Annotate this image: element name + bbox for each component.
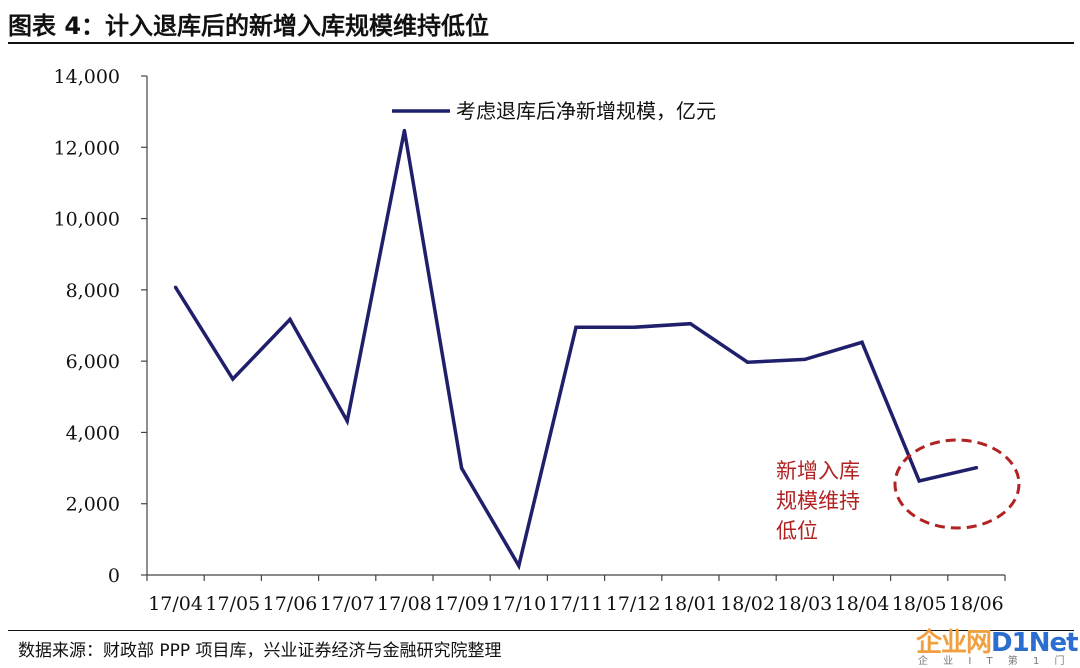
y-tick-label: 8,000 [66,280,120,302]
data-point [173,285,178,290]
data-point [288,317,292,322]
x-tick-label: 17/08 [377,593,432,615]
watermark-cn: 企业网 [916,628,992,658]
figure-title: 图表 4：计入退库后的新增入库规模维持低位 [8,12,490,40]
x-tick-label: 18/01 [663,593,718,615]
x-tick-label: 18/02 [720,593,775,615]
data-point [803,357,807,362]
x-tick-label: 18/04 [835,593,890,615]
x-tick-label: 18/03 [777,593,832,615]
x-tick-label: 17/06 [263,593,318,615]
x-tick-label: 17/05 [205,593,260,615]
legend-label: 考虑退库后净新增规模，亿元 [456,99,716,123]
x-tick-label: 17/09 [434,593,489,615]
watermark-subtitle: 企 业 I T 第 1 门 户 [918,656,1080,667]
y-tick-label: 14,000 [54,66,120,88]
data-point [631,325,635,329]
data-point [860,340,864,344]
x-tick-label: 18/05 [892,593,947,615]
y-tick-label: 0 [108,565,120,587]
data-point [402,128,407,133]
watermark-en: D1Net [991,628,1078,658]
watermark-logo: 企业网D1Net 企 业 I T 第 1 门 户 [916,622,1080,667]
data-point [345,419,349,423]
y-tick-label: 6,000 [66,351,120,373]
watermark-main: 企业网D1Net [916,622,1079,659]
source-note: 数据来源：财政部 PPP 项目库，兴业证券经济与金融研究院整理 [18,641,502,661]
source-divider [8,630,1074,631]
y-tick-label: 2,000 [66,494,120,516]
y-tick-label: 12,000 [54,137,120,159]
data-point [688,322,693,326]
annotation-line: 低位 [776,519,818,543]
data-point [231,377,235,381]
data-point [974,466,979,470]
x-tick-label: 18/06 [949,593,1004,615]
x-tick-label: 17/11 [549,593,604,615]
highlight-ellipse [893,438,1021,530]
data-point [745,360,750,364]
x-tick-label: 17/12 [606,593,661,615]
annotation-line: 规模维持 [776,489,860,513]
data-point [517,564,521,568]
x-tick-label: 17/04 [148,593,203,615]
title-divider [8,42,1074,44]
annotation-line: 新增入库 [776,459,860,483]
y-tick-label: 4,000 [66,422,120,444]
x-tick-label: 17/10 [491,593,546,615]
data-point [459,466,464,470]
y-tick-label: 10,000 [54,209,120,231]
x-tick-label: 17/07 [320,593,375,615]
line-chart: 0 2,000 4,000 6,000 8,000 10,000 12,000 14,000 1… [54,66,1021,615]
data-point [917,479,921,483]
data-point [574,325,578,329]
